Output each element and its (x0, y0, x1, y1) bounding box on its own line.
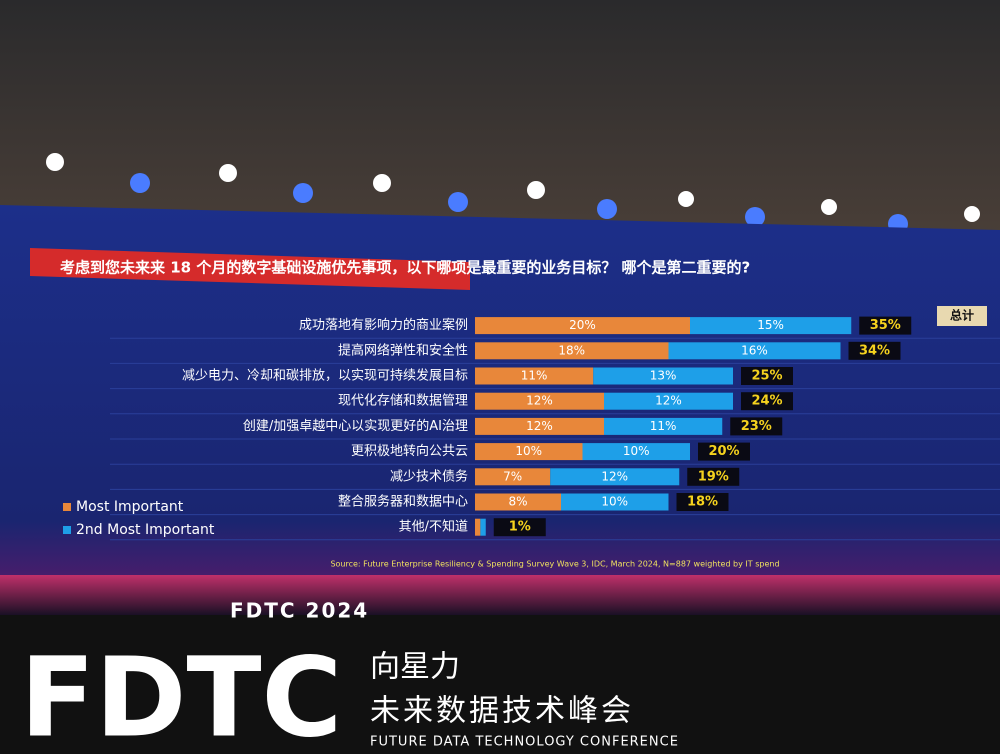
bar-segment (475, 468, 551, 486)
bar-segment (550, 468, 680, 486)
segment-label: 12% (526, 394, 553, 408)
total-label: 24% (751, 394, 782, 409)
total-header-box (937, 306, 987, 326)
title-bar (30, 248, 470, 290)
bar-segment (668, 342, 841, 360)
segment-label: 10% (515, 444, 542, 458)
segment-label: 10% (623, 444, 650, 458)
event-name: 向星力 (370, 650, 460, 685)
total-box (493, 518, 546, 537)
bar-segment (475, 417, 604, 435)
segment-label: 12% (655, 394, 682, 408)
bar-segment (475, 317, 690, 335)
bar-segment (593, 367, 733, 385)
segment-label: 18% (558, 343, 585, 357)
total-label: 34% (859, 343, 890, 358)
bar-segment (475, 518, 481, 536)
bar-segment (475, 367, 594, 385)
bar-segment (582, 443, 690, 461)
segment-label: 12% (601, 469, 628, 483)
bar-segment (475, 342, 669, 360)
chart-title: 考虑到您未来来 18 个月的数字基础设施优先事项，以下哪项是最重要的业务目标？ … (60, 259, 750, 277)
event-name-en: FUTURE DATA TECHNOLOGY CONFERENCE (370, 735, 679, 750)
screen-logo: FDTC 2024 (230, 599, 369, 623)
total-header: 总计 (950, 308, 974, 323)
bar-segment (475, 493, 561, 511)
event-name: 未来数据技术峰会 (370, 694, 634, 729)
segment-label: 15% (757, 318, 784, 332)
category-label: 提高网络弹性和安全性 (338, 342, 468, 358)
legend-label: 2nd Most Important (76, 522, 215, 538)
total-box (859, 316, 912, 335)
bar-segment (604, 417, 723, 435)
segment-label: 13% (650, 369, 677, 383)
segment-label: 10% (601, 495, 628, 509)
total-label: 18% (687, 495, 718, 510)
segment-label: 20% (569, 318, 596, 332)
category-label: 创建/加强卓越中心以实现更好的AI治理 (243, 418, 468, 434)
bar-segment (690, 317, 852, 335)
total-box (848, 341, 901, 360)
total-label: 20% (708, 444, 739, 459)
category-label: 更积极地转向公共云 (351, 443, 468, 459)
total-label: 23% (741, 419, 772, 434)
category-label: 其他/不知道 (399, 519, 468, 535)
category-label: 现代化存储和数据管理 (338, 394, 468, 409)
total-box (730, 417, 783, 436)
category-label: 减少技术债务 (390, 468, 468, 484)
total-box (676, 493, 729, 511)
legend-label: Most Important (76, 499, 184, 515)
total-label: 1% (509, 520, 531, 535)
total-box (698, 442, 750, 461)
category-label: 成功落地有影响力的商业案例 (299, 317, 468, 333)
logo: FDTC (20, 633, 342, 750)
total-label: 19% (698, 469, 729, 484)
total-box (687, 467, 740, 486)
segment-label: 12% (526, 419, 553, 433)
source: Source: Future Enterprise Resiliency & S… (330, 560, 779, 569)
total-box (741, 392, 793, 411)
bar-segment (561, 493, 669, 511)
total-label: 25% (751, 369, 782, 384)
bar-segment (480, 518, 486, 536)
screen-glow (0, 575, 1000, 615)
segment-label: 8% (508, 495, 527, 509)
bar-segment (604, 392, 733, 410)
category-label: 整合服务器和数据中心 (338, 494, 468, 510)
bar-segment (475, 392, 604, 410)
category-label: 减少电力、冷却和碳排放，以实现可持续发展目标 (182, 368, 468, 384)
bar-segment (475, 443, 583, 461)
total-box (741, 367, 793, 385)
legend-swatch (63, 526, 71, 534)
segment-label: 11% (521, 369, 548, 383)
ceiling (0, 0, 1000, 240)
segment-label: 16% (741, 343, 768, 357)
segment-label: 11% (650, 419, 677, 433)
segment-label: 7% (503, 469, 522, 483)
stage-lights (46, 153, 980, 234)
legend-swatch (63, 503, 71, 511)
total-label: 35% (870, 318, 901, 333)
